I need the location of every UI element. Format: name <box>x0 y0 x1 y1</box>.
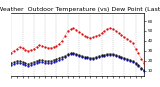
Title: Milwaukee Weather  Outdoor Temperature (vs) Dew Point (Last 24 Hours): Milwaukee Weather Outdoor Temperature (v… <box>0 7 160 12</box>
